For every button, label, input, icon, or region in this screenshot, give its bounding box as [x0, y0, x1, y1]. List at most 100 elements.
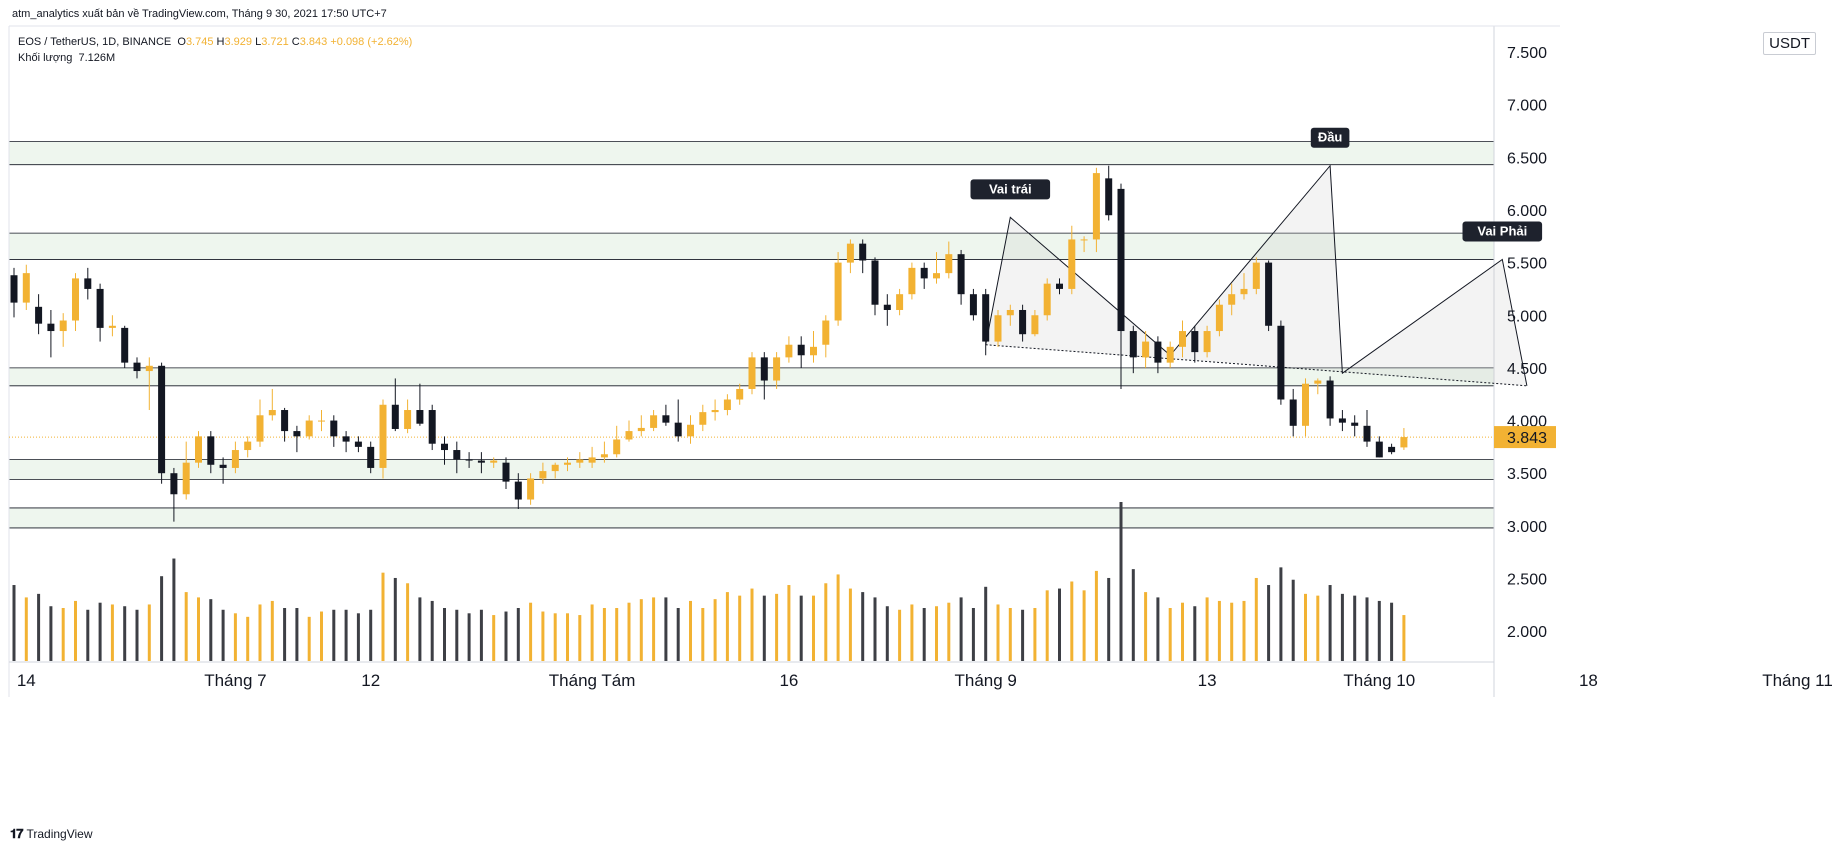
time-tick-label: 18 [1579, 671, 1598, 690]
volume-bar [1181, 602, 1184, 661]
candle-body [822, 320, 830, 345]
volume-bar [553, 613, 557, 661]
volume-bar [848, 588, 852, 661]
volume-bar [98, 602, 102, 661]
currency-unit-button[interactable]: USDT [1763, 32, 1816, 55]
candle-body [1154, 341, 1162, 363]
volume-bar [344, 609, 348, 661]
publisher-header: atm_analytics xuất bản về TradingView.co… [12, 8, 387, 20]
candle-body [145, 365, 153, 372]
candle-body [367, 446, 375, 468]
volume-bar [86, 609, 90, 661]
volume-legend: Khối lượng 7.126M [18, 52, 115, 64]
candle-body [871, 260, 879, 305]
volume-bar [233, 613, 237, 661]
volume-bar [1168, 608, 1172, 661]
candle-body [1129, 331, 1137, 358]
volume-bar [996, 604, 1000, 661]
volume-bar [1242, 600, 1246, 661]
volume-bar [1021, 609, 1025, 661]
candle-body [1191, 331, 1199, 353]
time-tick-label: 12 [361, 671, 380, 690]
low-label: L [255, 36, 262, 48]
volume-bar [381, 572, 385, 661]
volume-bar [578, 615, 582, 661]
close-label: C [291, 36, 300, 48]
price-tick-label: 6.000 [1507, 203, 1547, 220]
candle-body [846, 243, 854, 263]
candle-body [268, 410, 276, 416]
last-price-label: 3.843 [1507, 430, 1547, 447]
volume-bar [566, 613, 569, 661]
candle-body [748, 357, 756, 389]
candle-body [207, 436, 215, 465]
candle-body [1117, 188, 1125, 332]
volume-bar [947, 602, 951, 661]
volume-bar [1365, 597, 1369, 661]
volume-bar [283, 608, 287, 661]
candle-body [354, 441, 362, 447]
price-tick-label: 2.000 [1507, 624, 1547, 641]
candle-body [933, 273, 940, 279]
candle-body [760, 357, 768, 381]
candle-body [982, 294, 990, 342]
candle-body [539, 471, 547, 479]
volume-bar [492, 615, 496, 661]
symbol-label[interactable]: EOS / TetherUS, 1D, BINANCE [18, 36, 172, 48]
candle-body [170, 473, 178, 495]
candle-body [1080, 239, 1088, 241]
volume-bar [12, 585, 16, 661]
candle-body [342, 436, 350, 442]
volume-bar [270, 600, 274, 661]
volume-bar [320, 611, 323, 661]
volume-bar [406, 583, 410, 661]
candle-body [379, 404, 387, 468]
volume-bar [467, 613, 471, 661]
footer-brand[interactable]: 𝟏𝟕 TradingView [10, 826, 93, 842]
candle-body [219, 464, 227, 468]
candle-body [527, 478, 535, 500]
volume-bar [836, 574, 840, 661]
volume-bar [799, 595, 803, 661]
volume-bar [775, 593, 779, 661]
time-tick-label: Tháng 11 [1762, 671, 1833, 690]
volume-bar [676, 608, 680, 661]
volume-bar [1402, 615, 1406, 661]
close-value: 3.843 [299, 36, 328, 48]
candle-body [59, 320, 67, 332]
neckline [985, 344, 1527, 387]
volume-bar [1390, 602, 1394, 661]
annotation-label: Đầu [1318, 130, 1343, 145]
time-tick-label: Tháng 9 [955, 671, 1017, 690]
time-tick-label: 13 [1198, 671, 1217, 690]
candle-body [662, 415, 670, 423]
volume-bar [1377, 600, 1381, 661]
candle-body [256, 415, 264, 442]
candle-body [1056, 283, 1063, 289]
volume-bar [689, 600, 692, 661]
candle-body [699, 412, 707, 425]
volume-bar [541, 611, 545, 661]
candle-body [797, 344, 805, 356]
candle-body [1166, 346, 1174, 363]
volume-bar [172, 558, 176, 661]
candle-body [330, 420, 338, 437]
candle-body [158, 365, 166, 474]
candle-body [1019, 309, 1027, 335]
candle-body [1338, 418, 1346, 423]
candle-body [72, 278, 79, 321]
high-label: H [216, 36, 225, 48]
volume-bar [590, 604, 594, 661]
candle-body [502, 462, 510, 482]
candle-body [1302, 383, 1309, 426]
candle-body [1388, 446, 1396, 453]
volume-bar [197, 597, 200, 661]
volume-bar [701, 608, 705, 661]
volume-bar [1082, 590, 1086, 661]
low-value: 3.721 [261, 36, 289, 48]
candle-body [551, 464, 559, 472]
volume-bar [24, 597, 28, 661]
candle-body [810, 346, 817, 356]
volume-bar [738, 595, 742, 661]
